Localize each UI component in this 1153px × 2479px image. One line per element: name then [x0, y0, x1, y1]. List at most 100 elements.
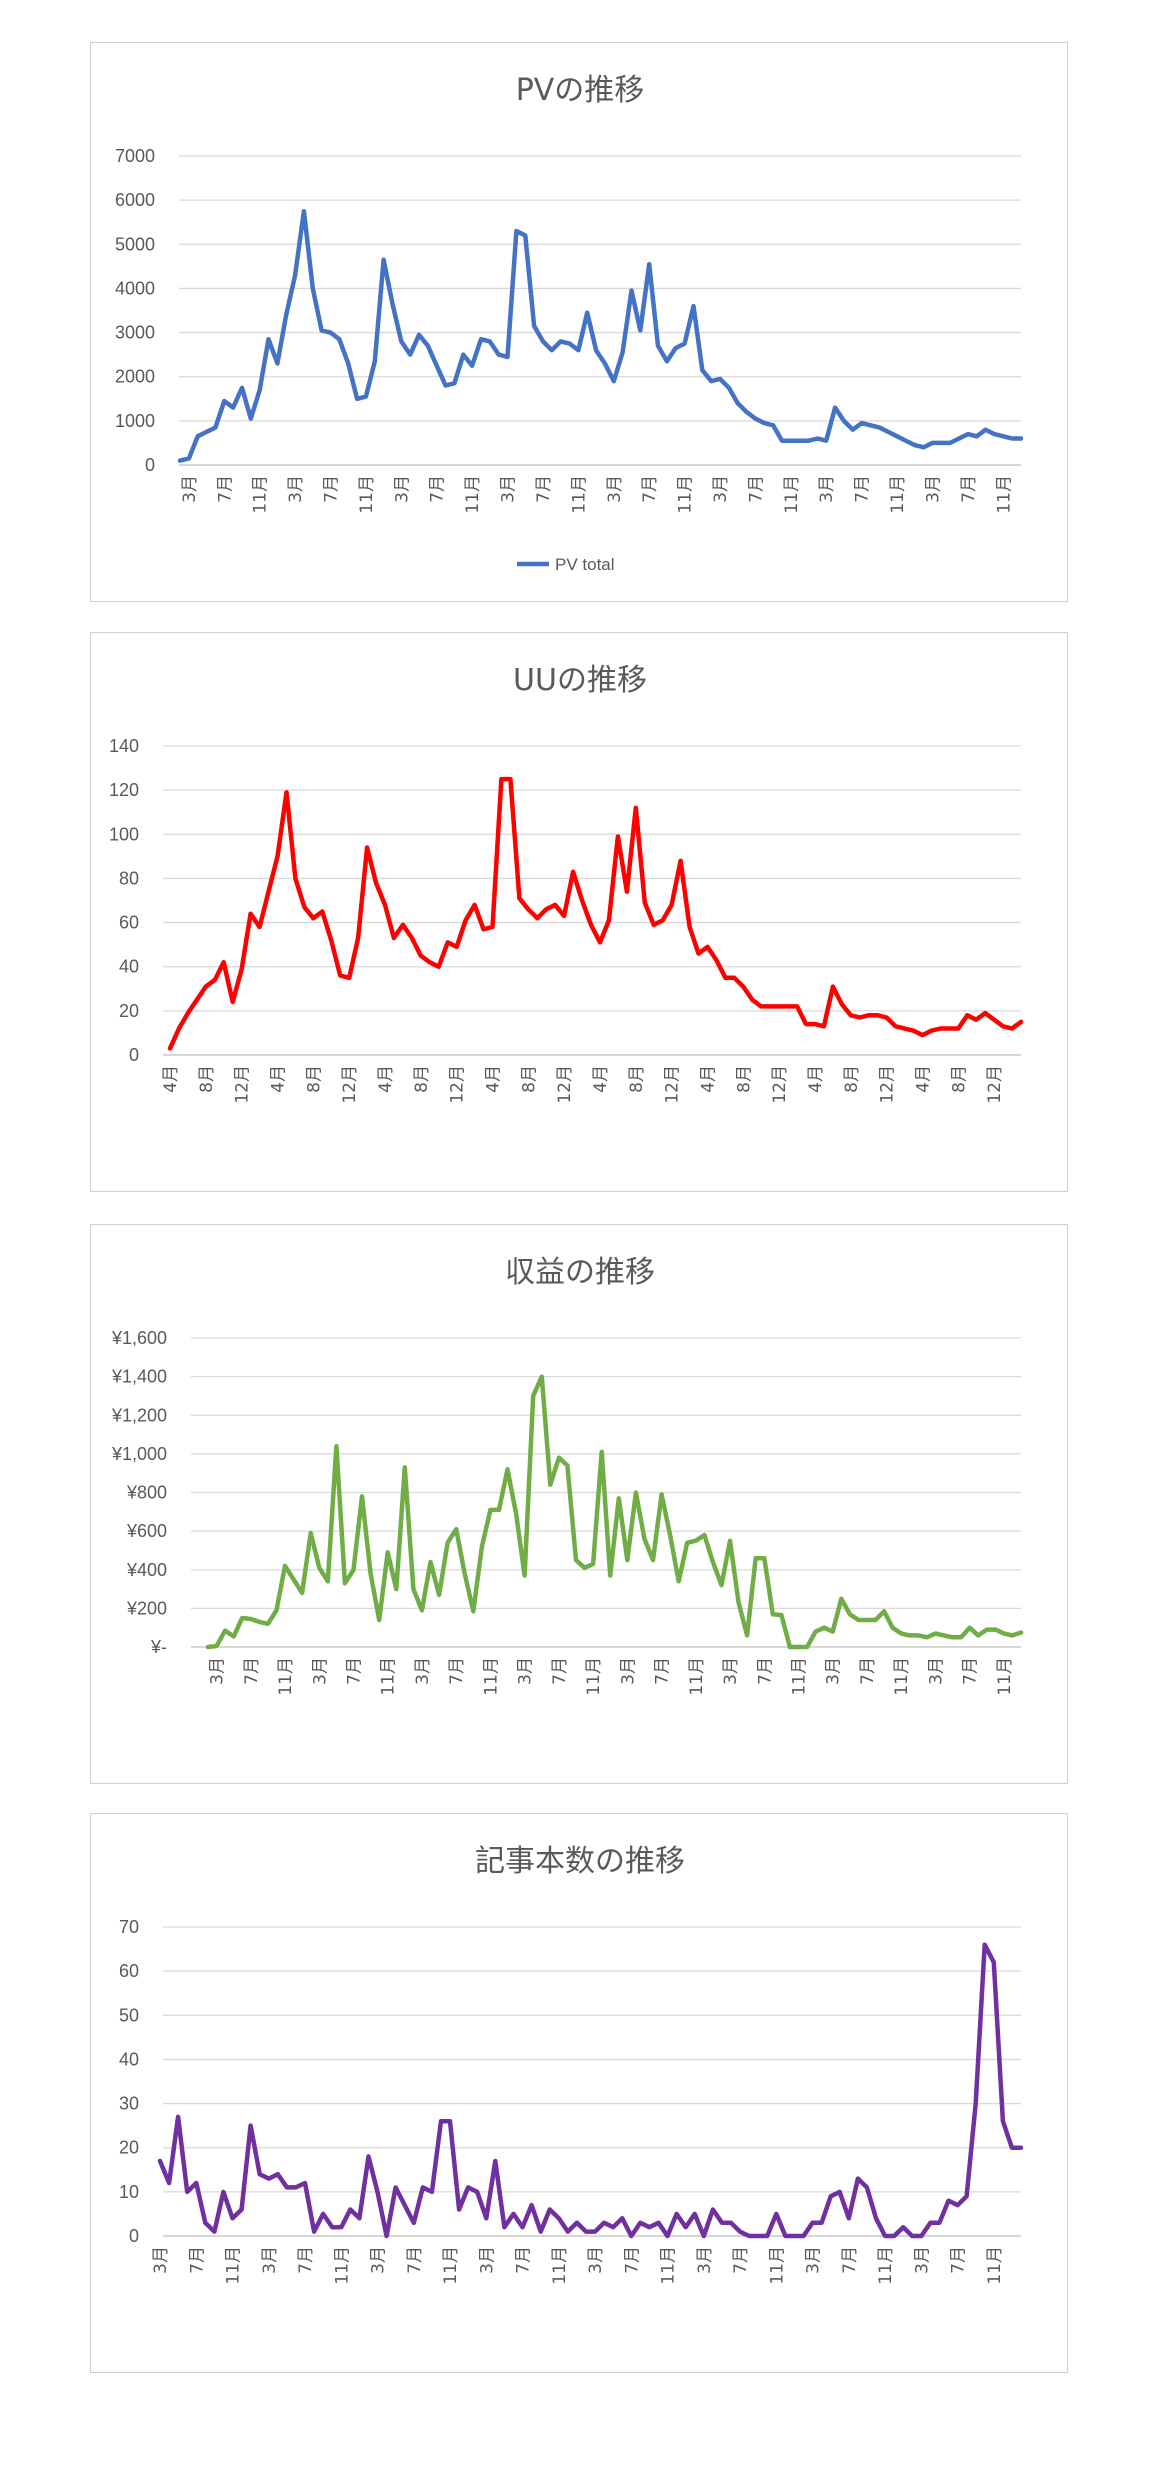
x-tick-label: 11月 — [441, 2246, 461, 2285]
x-tick-label: 8月 — [412, 1065, 432, 1093]
x-tick-label: 3月 — [413, 1657, 433, 1685]
x-tick-label: 7月 — [746, 475, 766, 503]
y-tick-label: 70 — [119, 1917, 139, 1937]
x-tick-label: 12月 — [985, 1065, 1005, 1104]
y-tick-label: 5000 — [115, 234, 155, 254]
x-tick-label: 7月 — [858, 1657, 878, 1685]
y-tick-label: 100 — [109, 824, 139, 844]
x-tick-label: 11月 — [224, 2246, 244, 2285]
x-tick-label: 8月 — [627, 1065, 647, 1093]
x-tick-label: 11月 — [876, 2246, 896, 2285]
y-tick-label: 60 — [119, 1961, 139, 1981]
x-tick-label: 7月 — [321, 475, 341, 503]
x-tick-label: 7月 — [428, 475, 448, 503]
x-tick-label: 11月 — [994, 475, 1014, 514]
series-line — [205, 1374, 1024, 1650]
x-tick-label: 7月 — [344, 1657, 364, 1685]
x-tick-label: 11月 — [789, 1657, 809, 1696]
x-tick-label: 11月 — [985, 2246, 1005, 2285]
x-tick-label: 4月 — [913, 1065, 933, 1093]
y-tick-label: 40 — [119, 2049, 139, 2069]
x-tick-label: 11月 — [892, 1657, 912, 1696]
x-tick-label: 8月 — [304, 1065, 324, 1093]
x-tick-label: 12月 — [448, 1065, 468, 1104]
y-tick-label: ¥1,600 — [111, 1328, 167, 1348]
y-tick-label: ¥1,200 — [111, 1405, 167, 1425]
x-tick-label: 3月 — [310, 1657, 330, 1685]
x-tick-label: 7月 — [242, 1657, 262, 1685]
y-tick-label: 20 — [119, 2138, 139, 2158]
y-tick-label: 20 — [119, 1001, 139, 1021]
x-tick-label: 4月 — [698, 1065, 718, 1093]
pv-chart: PVの推移 0 1000 2000 3000 4000 5000 6000 7000 3月 7月 11… — [115, 73, 1024, 574]
uu-chart-panel: UUの推移 0 20 40 60 80 100 120 140 4月 8月 12月 4月 8月 12月 4月 8… — [90, 632, 1068, 1192]
x-tick-label: 7月 — [550, 1657, 570, 1685]
y-tick-label: 10 — [119, 2182, 139, 2202]
x-tick-label: 3月 — [912, 2246, 932, 2274]
y-tick-label: ¥400 — [126, 1560, 167, 1580]
x-tick-label: 7月 — [296, 2246, 316, 2274]
y-tick-label: ¥1,400 — [111, 1367, 167, 1387]
x-tick-label: 7月 — [534, 475, 554, 503]
x-tick-label: 11月 — [687, 1657, 707, 1696]
x-tick-label: 3月 — [208, 1657, 228, 1685]
x-tick-label: 7月 — [959, 475, 979, 503]
x-tick-label: 7月 — [215, 475, 235, 503]
legend-label: PV total — [555, 555, 615, 574]
x-tick-label: 8月 — [734, 1065, 754, 1093]
x-tick-label: 7月 — [447, 1657, 467, 1685]
x-tick-label: 7月 — [731, 2246, 751, 2274]
x-tick-label: 4月 — [268, 1065, 288, 1093]
x-tick-label: 7月 — [653, 1657, 673, 1685]
y-tick-label: 3000 — [115, 323, 155, 343]
chart-title: PVの推移 — [516, 73, 645, 108]
x-tick-label: 11月 — [550, 2246, 570, 2285]
revenue-chart-panel: 収益の推移 ¥- ¥200 ¥400 ¥600 ¥800 ¥1,000 ¥1,200 ¥1,40… — [90, 1224, 1068, 1784]
y-tick-label: 2000 — [115, 367, 155, 387]
x-tick-label: 12月 — [340, 1065, 360, 1104]
x-tick-label: 12月 — [663, 1065, 683, 1104]
y-tick-label: 50 — [119, 2005, 139, 2025]
y-tick-label: 4000 — [115, 278, 155, 298]
x-tick-label: 7月 — [949, 2246, 969, 2274]
x-tick-label: 11月 — [676, 475, 696, 514]
x-tick-label: 3月 — [695, 2246, 715, 2274]
y-tick-label: 0 — [129, 1045, 139, 1065]
x-tick-label: 4月 — [806, 1065, 826, 1093]
y-tick-label: ¥800 — [126, 1483, 167, 1503]
x-tick-label: 11月 — [251, 475, 271, 514]
chart-title: UUの推移 — [513, 663, 647, 698]
x-tick-label: 3月 — [516, 1657, 536, 1685]
x-tick-label: 12月 — [770, 1065, 790, 1104]
x-tick-label: 7月 — [187, 2246, 207, 2274]
chart-title: 収益の推移 — [505, 1255, 655, 1290]
x-tick-label: 7月 — [961, 1657, 981, 1685]
article-count-chart: 記事本数の推移 0 10 20 30 40 50 60 70 3月 7月 11月 3月 7月 11月 3月 7月… — [119, 1844, 1024, 2285]
x-tick-label: 11月 — [569, 475, 589, 514]
x-tick-label: 7月 — [640, 475, 660, 503]
x-tick-label: 4月 — [591, 1065, 611, 1093]
y-tick-label: ¥- — [150, 1637, 167, 1657]
x-tick-label: 4月 — [161, 1065, 181, 1093]
x-tick-label: 12月 — [878, 1065, 898, 1104]
x-tick-label: 4月 — [376, 1065, 396, 1093]
x-tick-label: 11月 — [584, 1657, 604, 1696]
x-tick-label: 8月 — [949, 1065, 969, 1093]
x-tick-label: 4月 — [483, 1065, 503, 1093]
x-tick-label: 3月 — [804, 2246, 824, 2274]
chart-title: 記事本数の推移 — [475, 1844, 685, 1879]
y-tick-label: ¥600 — [126, 1521, 167, 1541]
x-tick-label: 3月 — [499, 475, 519, 503]
x-tick-label: 11月 — [481, 1657, 501, 1696]
y-tick-label: 80 — [119, 868, 139, 888]
x-tick-label: 3月 — [618, 1657, 638, 1685]
x-tick-label: 7月 — [840, 2246, 860, 2274]
x-tick-label: 11月 — [357, 475, 377, 514]
y-tick-label: 0 — [145, 455, 155, 475]
x-tick-label: 3月 — [824, 1657, 844, 1685]
x-tick-label: 8月 — [197, 1065, 217, 1093]
x-tick-label: 3月 — [586, 2246, 606, 2274]
x-tick-label: 3月 — [605, 475, 625, 503]
y-tick-label: 1000 — [115, 411, 155, 431]
x-tick-label: 11月 — [767, 2246, 787, 2285]
